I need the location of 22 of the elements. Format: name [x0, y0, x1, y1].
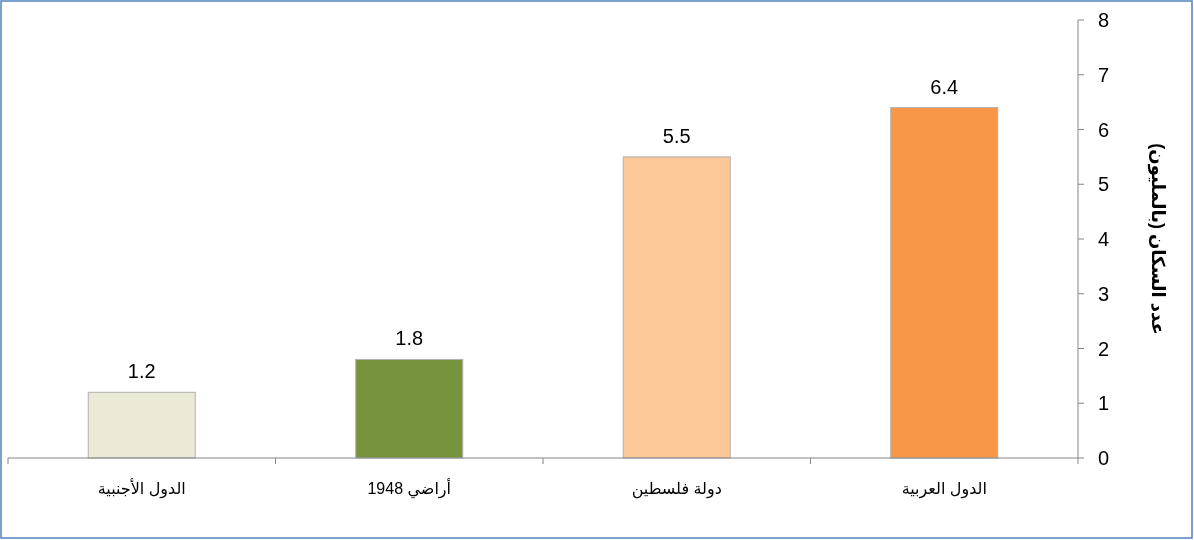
y-axis-title: عدد السكان (بالمليون): [1147, 143, 1168, 335]
x-tick-label: أراضي 1948: [367, 478, 452, 499]
y-tick-label: 5: [1098, 173, 1110, 196]
data-label: 5.5: [662, 124, 691, 147]
y-tick-label: 8: [1098, 9, 1110, 31]
x-tick-label: الدول العربية: [901, 480, 987, 499]
bar: [890, 107, 999, 459]
x-tick-label: الدول الأجنبية: [97, 478, 186, 499]
bar: [622, 156, 731, 459]
x-tick-label: دولة فلسطين: [631, 480, 722, 499]
data-label: 6.4: [930, 75, 959, 98]
bar: [87, 391, 196, 459]
y-tick-label: 4: [1098, 228, 1110, 250]
y-tick-label: 2: [1098, 337, 1110, 360]
bar: [355, 358, 464, 459]
y-tick-label: 7: [1098, 63, 1110, 86]
y-tick-label: 1: [1098, 392, 1110, 415]
data-label: 1.2: [127, 360, 156, 383]
y-tick-label: 0: [1098, 447, 1110, 469]
data-label: 1.8: [395, 327, 424, 350]
y-tick-label: 3: [1098, 282, 1110, 305]
y-tick-label: 6: [1098, 118, 1110, 141]
